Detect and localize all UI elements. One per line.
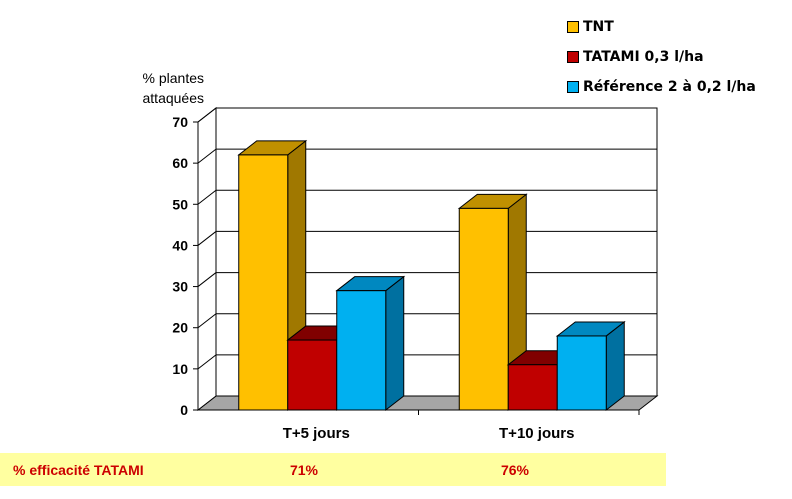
legend: TNT TATAMI 0,3 l/ha Référence 2 à 0,2 l/… xyxy=(567,12,756,102)
chart-side-wall xyxy=(197,106,217,412)
bar-tnt-2 xyxy=(458,207,509,411)
gridline-side xyxy=(197,231,217,246)
efficacy-band: % efficacité TATAMI 71% 76% xyxy=(0,453,666,486)
bar-tatami-0-3-l-ha-2 xyxy=(507,364,558,411)
efficacy-label: % efficacité TATAMI xyxy=(13,462,144,478)
bar-r-f-rence-2-0-2-l-ha-1-side xyxy=(385,275,405,412)
legend-swatch-tatami xyxy=(567,51,579,63)
y-tick-label: 10 xyxy=(172,361,188,377)
efficacy-value-t5: 71% xyxy=(289,462,319,478)
gridline-side xyxy=(197,313,217,329)
bar-tnt-1 xyxy=(238,154,289,411)
gridline-side xyxy=(197,354,217,370)
legend-swatch-reference xyxy=(567,81,579,93)
y-tick-label: 60 xyxy=(172,155,188,171)
efficacy-value-t10: 76% xyxy=(500,462,530,478)
gridline-side xyxy=(197,189,217,205)
legend-label-tnt: TNT xyxy=(583,19,614,35)
y-tick-label: 40 xyxy=(172,237,188,253)
legend-swatch-tnt xyxy=(567,21,579,33)
y-tick-label: 20 xyxy=(172,320,188,336)
bar-r-f-rence-2-0-2-l-ha-2-side xyxy=(605,320,625,412)
legend-label-reference: Référence 2 à 0,2 l/ha xyxy=(583,79,756,95)
x-tick-label: T+5 jours xyxy=(283,425,350,442)
legend-item-tatami: TATAMI 0,3 l/ha xyxy=(567,42,756,72)
y-tick-label: 70 xyxy=(172,114,188,130)
bar-tatami-0-3-l-ha-1 xyxy=(287,339,338,411)
y-tick-label: 0 xyxy=(180,402,188,418)
gridline-side xyxy=(197,148,217,164)
y-tick-label: 30 xyxy=(172,279,188,295)
bar-r-f-rence-2-0-2-l-ha-2 xyxy=(556,335,607,411)
y-axis-label: % plantes attaquées xyxy=(142,70,205,106)
y-tick-label: 50 xyxy=(172,196,188,212)
gridline-side xyxy=(197,107,217,123)
x-tick-label: T+10 jours xyxy=(499,425,574,442)
legend-item-reference: Référence 2 à 0,2 l/ha xyxy=(567,72,756,102)
legend-item-tnt: TNT xyxy=(567,12,756,42)
legend-label-tatami: TATAMI 0,3 l/ha xyxy=(583,49,704,65)
gridline-side xyxy=(197,272,217,287)
bar-r-f-rence-2-0-2-l-ha-1 xyxy=(336,290,387,411)
